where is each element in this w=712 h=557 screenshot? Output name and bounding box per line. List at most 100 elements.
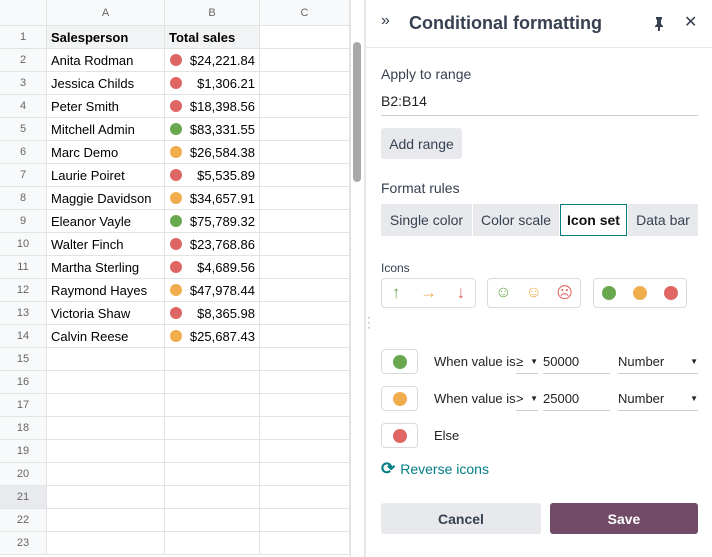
value-cell[interactable]: $23,768.86 [165, 233, 260, 256]
cell[interactable] [165, 394, 260, 417]
scrollbar[interactable] [350, 0, 363, 557]
cell[interactable] [260, 49, 350, 72]
type-select[interactable]: Number ▼ [618, 386, 698, 411]
cancel-button[interactable]: Cancel [381, 503, 541, 534]
value-cell[interactable]: $1,306.21 [165, 72, 260, 95]
name-cell[interactable]: Marc Demo [47, 141, 165, 164]
value-input[interactable]: 50000 [543, 349, 610, 374]
cell[interactable] [47, 509, 165, 532]
value-cell[interactable]: $5,535.89 [165, 164, 260, 187]
value-cell[interactable]: $18,398.56 [165, 95, 260, 118]
value-cell[interactable]: $25,687.43 [165, 325, 260, 348]
cell[interactable] [165, 440, 260, 463]
collapse-icon[interactable]: » [381, 12, 390, 29]
cell[interactable] [260, 463, 350, 486]
name-cell[interactable]: Victoria Shaw [47, 302, 165, 325]
cell[interactable] [260, 440, 350, 463]
else-icon-button[interactable] [381, 423, 418, 448]
cell[interactable] [260, 164, 350, 187]
rule-icon-button[interactable] [381, 386, 418, 411]
value-cell[interactable]: $8,365.98 [165, 302, 260, 325]
name-cell[interactable]: Anita Rodman [47, 49, 165, 72]
header-cell[interactable]: Total sales [165, 26, 260, 49]
cell[interactable] [47, 348, 165, 371]
cell[interactable] [47, 532, 165, 555]
name-cell[interactable]: Laurie Poiret [47, 164, 165, 187]
name-cell[interactable]: Jessica Childs [47, 72, 165, 95]
value-cell[interactable]: $34,657.91 [165, 187, 260, 210]
cell[interactable] [260, 26, 350, 49]
cell[interactable] [47, 417, 165, 440]
name-cell[interactable]: Martha Sterling [47, 256, 165, 279]
cell[interactable] [260, 210, 350, 233]
rule-condition: When value is [434, 391, 516, 406]
cell[interactable] [165, 417, 260, 440]
icon-set-smileys[interactable]: ☺ ☺ ☹ [487, 278, 581, 308]
cell[interactable] [260, 371, 350, 394]
add-range-button[interactable]: Add range [381, 128, 462, 159]
cell[interactable] [260, 233, 350, 256]
value-cell[interactable]: $26,584.38 [165, 141, 260, 164]
reverse-icons-link[interactable]: ⟳ Reverse icons [381, 459, 489, 479]
header-cell[interactable]: Salesperson [47, 26, 165, 49]
divider[interactable] [364, 0, 366, 557]
format-tab[interactable]: Data bar [628, 204, 698, 236]
value-cell[interactable]: $24,221.84 [165, 49, 260, 72]
scroll-thumb[interactable] [353, 42, 361, 182]
cell[interactable] [260, 279, 350, 302]
name-cell[interactable]: Calvin Reese [47, 325, 165, 348]
cell[interactable] [260, 532, 350, 555]
cell[interactable] [260, 509, 350, 532]
cell[interactable] [260, 394, 350, 417]
cell[interactable] [165, 486, 260, 509]
operator-select[interactable]: > ▼ [516, 386, 538, 411]
range-input[interactable]: B2:B14 [381, 93, 698, 116]
name-cell[interactable]: Raymond Hayes [47, 279, 165, 302]
cell[interactable] [165, 509, 260, 532]
cell[interactable] [165, 463, 260, 486]
type-select[interactable]: Number ▼ [618, 349, 698, 374]
cell[interactable] [165, 371, 260, 394]
format-tab[interactable]: Single color [381, 204, 472, 236]
name-cell[interactable]: Eleanor Vayle [47, 210, 165, 233]
cell-value: $26,584.38 [189, 144, 255, 160]
name-cell[interactable]: Maggie Davidson [47, 187, 165, 210]
format-tab[interactable]: Icon set [560, 204, 627, 236]
save-button[interactable]: Save [550, 503, 698, 534]
cell[interactable] [47, 371, 165, 394]
cell[interactable] [47, 486, 165, 509]
cell[interactable] [47, 463, 165, 486]
name-cell[interactable]: Mitchell Admin [47, 118, 165, 141]
value-cell[interactable]: $83,331.55 [165, 118, 260, 141]
value-cell[interactable]: $75,789.32 [165, 210, 260, 233]
cell[interactable] [260, 302, 350, 325]
icon-set-arrows[interactable]: ↑ → ↓ [381, 278, 476, 308]
close-icon[interactable]: ✕ [684, 14, 698, 31]
cell[interactable] [260, 118, 350, 141]
value-cell[interactable]: $4,689.56 [165, 256, 260, 279]
name-cell[interactable]: Walter Finch [47, 233, 165, 256]
value-input[interactable]: 25000 [543, 386, 610, 411]
cell[interactable] [260, 256, 350, 279]
cell[interactable] [47, 440, 165, 463]
cell[interactable] [260, 141, 350, 164]
cell[interactable] [47, 394, 165, 417]
cell[interactable] [260, 72, 350, 95]
resize-handle[interactable]: · · · [367, 310, 371, 334]
pin-icon[interactable] [652, 16, 666, 32]
name-cell[interactable]: Peter Smith [47, 95, 165, 118]
cell[interactable] [165, 348, 260, 371]
icon-set-dots[interactable] [593, 278, 687, 308]
cell[interactable] [260, 417, 350, 440]
cell[interactable] [260, 348, 350, 371]
cell[interactable] [165, 532, 260, 555]
format-tab[interactable]: Color scale [473, 204, 559, 236]
cell-value: $47,978.44 [189, 282, 255, 298]
cell[interactable] [260, 95, 350, 118]
cell[interactable] [260, 486, 350, 509]
cell[interactable] [260, 325, 350, 348]
rule-icon-button[interactable] [381, 349, 418, 374]
operator-select[interactable]: ≥ ▼ [516, 349, 538, 374]
value-cell[interactable]: $47,978.44 [165, 279, 260, 302]
cell[interactable] [260, 187, 350, 210]
